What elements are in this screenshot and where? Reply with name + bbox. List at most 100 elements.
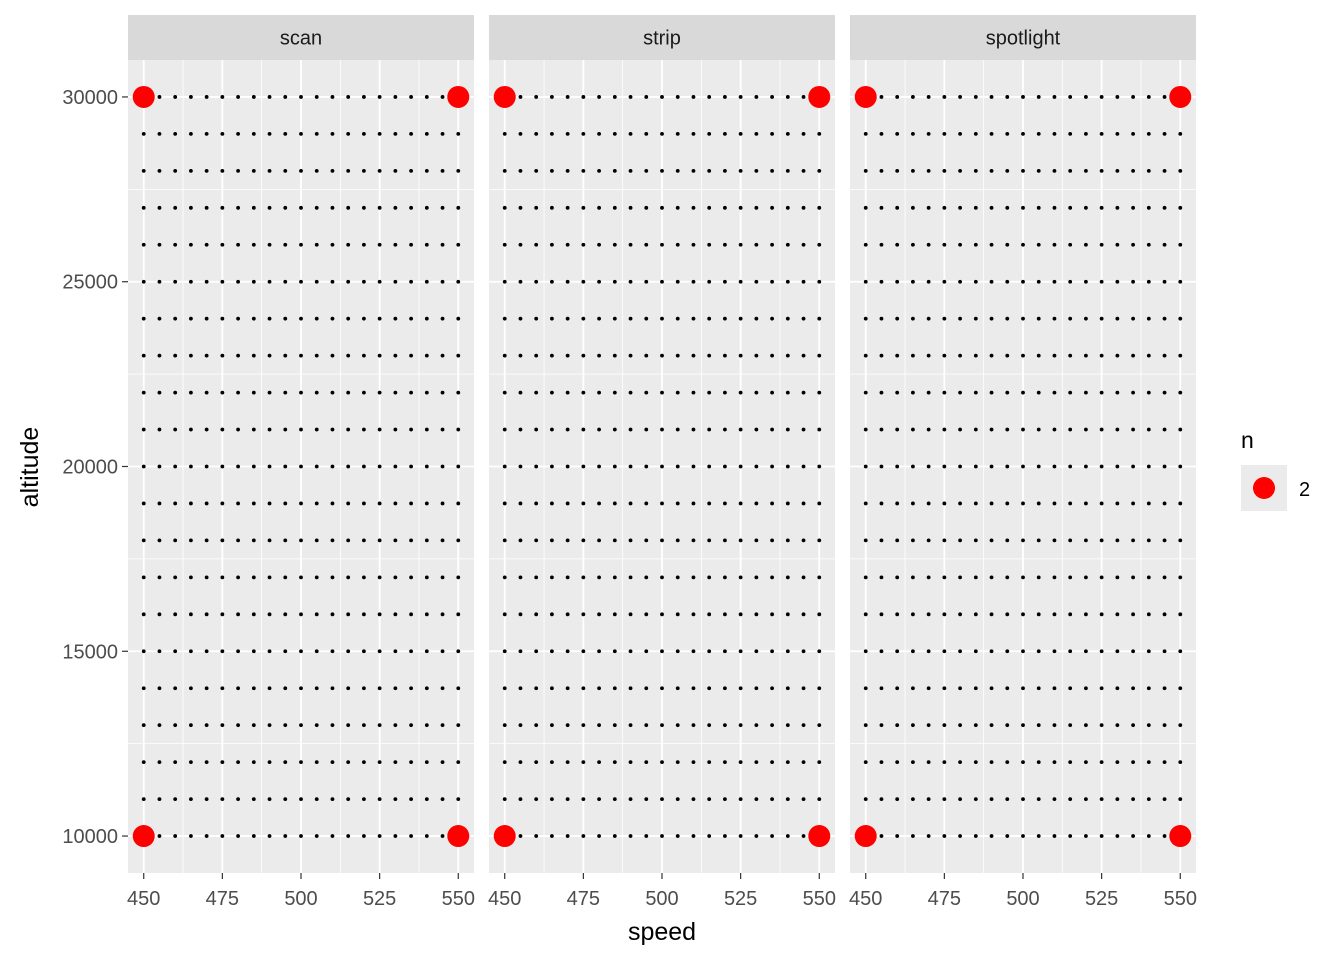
grid-point xyxy=(738,649,743,654)
grid-point xyxy=(314,279,319,284)
grid-point xyxy=(1084,723,1088,728)
grid-point xyxy=(518,464,523,469)
grid-point xyxy=(612,279,617,284)
grid-point xyxy=(1115,390,1120,395)
grid-point xyxy=(1131,390,1135,395)
grid-point xyxy=(220,501,225,506)
grid-point xyxy=(1005,575,1010,580)
grid-point xyxy=(189,95,193,99)
grid-point xyxy=(1162,649,1167,654)
grid-point xyxy=(707,132,712,136)
grid-point xyxy=(644,132,649,136)
grid-point xyxy=(675,612,680,617)
highlight-point xyxy=(447,825,470,848)
grid-point xyxy=(518,95,523,99)
grid-point xyxy=(502,132,507,136)
grid-point xyxy=(440,242,445,247)
grid-point xyxy=(550,168,554,173)
grid-point xyxy=(1162,686,1167,691)
grid-point xyxy=(707,95,712,99)
grid-point xyxy=(958,132,962,136)
grid-point xyxy=(738,501,743,506)
grid-point xyxy=(1036,132,1041,136)
grid-point xyxy=(863,464,868,469)
grid-point xyxy=(267,686,272,691)
grid-point xyxy=(424,834,429,838)
grid-point xyxy=(1146,242,1151,247)
grid-point xyxy=(362,205,366,210)
grid-point xyxy=(628,538,633,543)
grid-point xyxy=(1131,538,1135,543)
grid-points xyxy=(502,95,822,838)
grid-point xyxy=(1178,723,1183,728)
grid-point xyxy=(754,760,759,765)
facet-panels: scan strip spotlight xyxy=(128,15,1196,873)
grid-point xyxy=(911,649,915,654)
grid-point xyxy=(1115,464,1120,469)
grid-point xyxy=(691,427,696,432)
grid-point xyxy=(942,760,947,765)
grid-point xyxy=(502,575,507,580)
grid-point xyxy=(314,723,319,728)
grid-point xyxy=(989,538,994,543)
grid-point xyxy=(989,760,994,765)
grid-point xyxy=(393,686,398,691)
grid-point xyxy=(299,390,303,395)
grid-point xyxy=(565,575,570,580)
grid-point xyxy=(675,353,680,358)
x-tick-label: 550 xyxy=(1164,888,1197,910)
grid-point xyxy=(628,834,633,838)
grid-point xyxy=(911,834,915,838)
grid-point xyxy=(754,686,759,691)
grid-point xyxy=(754,168,759,173)
grid-point xyxy=(707,390,712,395)
grid-point xyxy=(362,390,366,395)
grid-point xyxy=(1068,575,1073,580)
grid-point xyxy=(628,132,633,136)
grid-point xyxy=(1115,723,1120,728)
grid-point xyxy=(597,242,601,247)
grid-point xyxy=(1021,353,1025,358)
grid-point xyxy=(801,612,806,617)
grid-point xyxy=(204,205,209,210)
grid-point xyxy=(1131,205,1135,210)
y-tick-label: 15000 xyxy=(62,641,118,663)
grid-point xyxy=(409,353,413,358)
grid-point xyxy=(723,427,727,432)
grid-point xyxy=(644,723,649,728)
grid-point xyxy=(299,242,303,247)
grid-point xyxy=(863,205,868,210)
grid-point xyxy=(879,242,884,247)
grid-point xyxy=(236,353,240,358)
grid-point xyxy=(518,205,523,210)
grid-point xyxy=(362,538,366,543)
grid-point xyxy=(895,501,900,506)
grid-point xyxy=(770,95,774,99)
x-tick-label: 450 xyxy=(127,888,160,910)
grid-point xyxy=(1099,279,1104,284)
grid-point xyxy=(1036,612,1041,617)
grid-point xyxy=(628,279,633,284)
grid-point xyxy=(189,723,193,728)
grid-point xyxy=(1162,132,1167,136)
grid-point xyxy=(754,279,759,284)
grid-point xyxy=(660,834,664,838)
grid-point xyxy=(612,205,617,210)
grid-point xyxy=(141,723,146,728)
grid-point xyxy=(895,168,900,173)
grid-point xyxy=(989,723,994,728)
grid-point xyxy=(1005,205,1010,210)
grid-point xyxy=(518,575,523,580)
grid-point xyxy=(785,797,790,801)
grid-point xyxy=(817,242,822,247)
x-tick-label: 475 xyxy=(928,888,961,910)
grid-point xyxy=(141,686,146,691)
grid-point xyxy=(973,834,978,838)
grid-point xyxy=(456,242,461,247)
legend: n 2 xyxy=(1241,427,1310,511)
grid-point xyxy=(189,427,193,432)
grid-point xyxy=(409,316,413,321)
grid-point xyxy=(1052,242,1057,247)
facet-panel-strip: strip xyxy=(489,15,835,873)
grid-point xyxy=(189,168,193,173)
